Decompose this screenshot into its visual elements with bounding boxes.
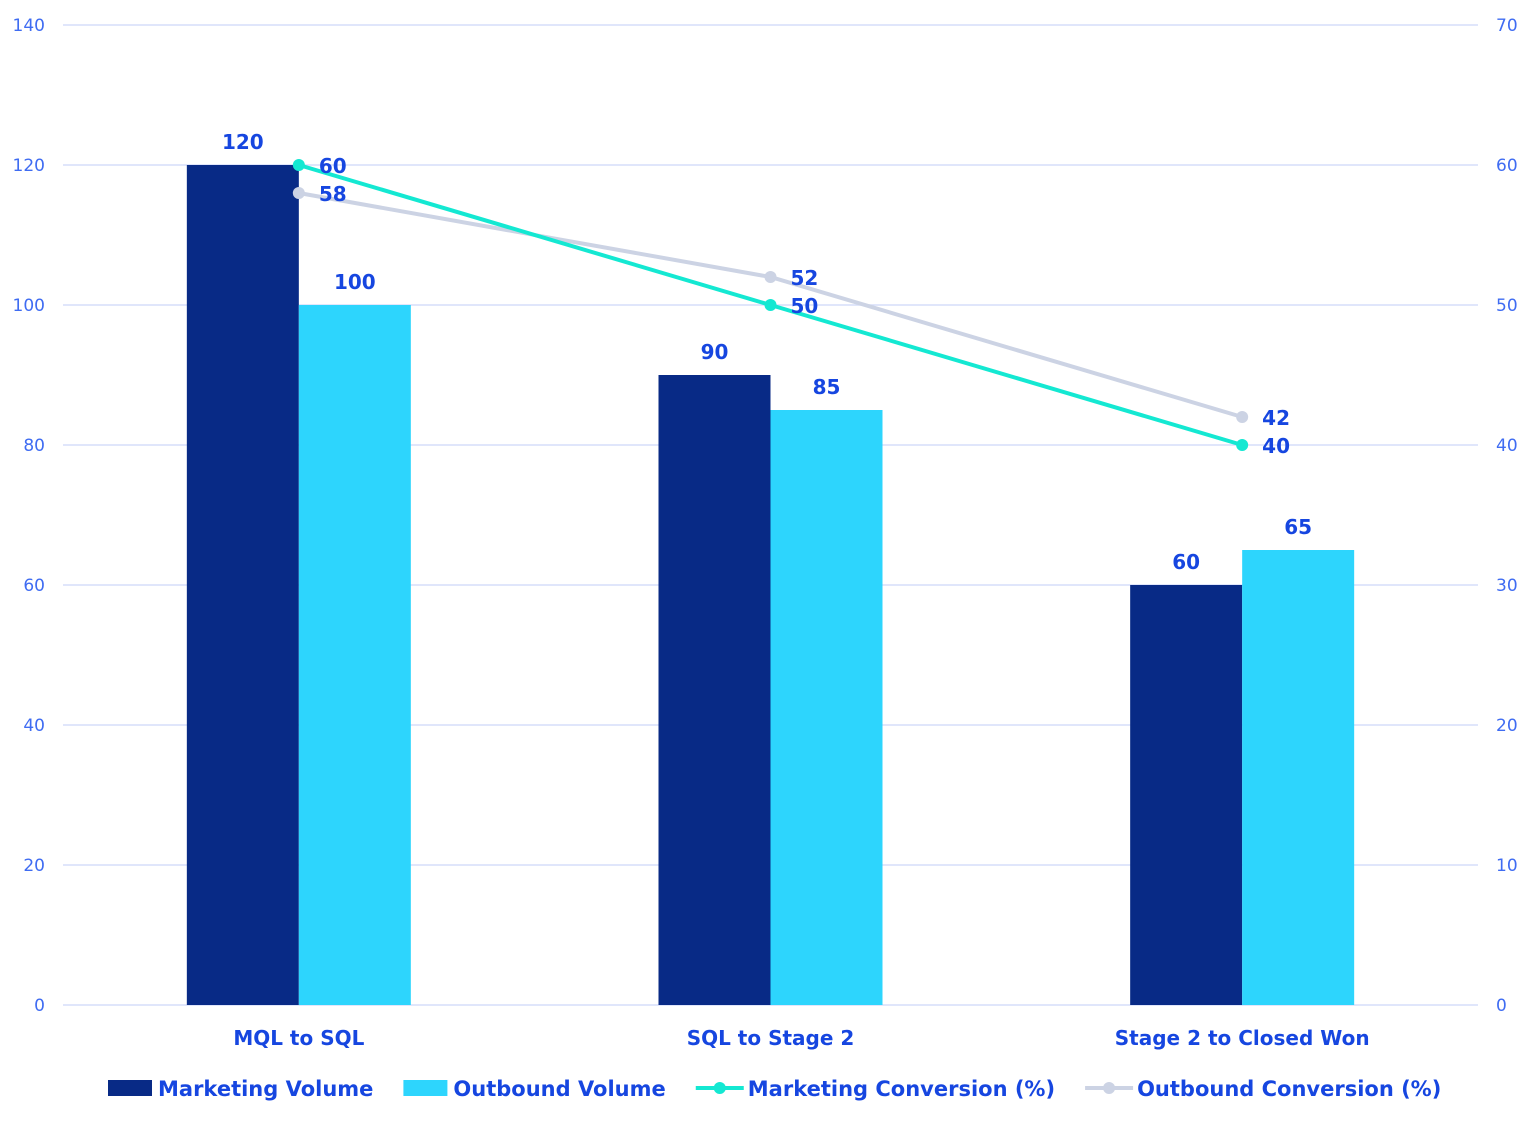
line-data-label: 60 [319,154,347,178]
legend-label: Outbound Volume [453,1077,665,1101]
x-tick-label: MQL to SQL [233,1026,364,1050]
bar [1130,585,1243,1005]
bar [1242,550,1355,1005]
y2-tick-label: 30 [1496,576,1518,596]
y-tick-label: 40 [23,716,45,736]
y2-tick-label: 0 [1496,996,1507,1016]
line-point [764,299,777,311]
legend-label: Marketing Volume [158,1077,373,1101]
bar-data-label: 60 [1172,550,1200,574]
line-point [292,159,305,171]
legend-marker [713,1082,726,1094]
legend-marker [1103,1082,1116,1094]
bar-data-label: 85 [813,375,841,399]
bar-data-label: 120 [222,130,264,154]
line-data-label: 58 [319,182,347,206]
y-tick-label: 80 [23,436,45,456]
y2-tick-label: 70 [1496,16,1518,36]
y-tick-label: 0 [34,996,45,1016]
bar-data-label: 90 [701,340,729,364]
line-point [764,271,777,283]
line-data-label: 40 [1262,434,1290,458]
x-tick-label: SQL to Stage 2 [687,1026,855,1050]
y-tick-label: 140 [13,16,45,36]
x-tick-label: Stage 2 to Closed Won [1115,1026,1370,1050]
legend-swatch [403,1080,448,1096]
y-tick-label: 20 [23,856,45,876]
bar [186,165,299,1005]
line-data-label: 42 [1262,406,1290,430]
y-tick-label: 120 [13,156,45,176]
y-tick-label: 60 [23,576,45,596]
line-data-label: 52 [791,266,819,290]
bar-data-label: 100 [334,270,376,294]
bar-data-label: 65 [1284,515,1312,539]
line-point [1236,439,1249,451]
line-point [292,187,305,199]
y2-tick-label: 60 [1496,156,1518,176]
bar [658,375,771,1005]
legend-swatch [108,1080,152,1096]
bar [298,305,411,1005]
line-point [1236,411,1249,423]
y-tick-label: 100 [13,296,45,316]
bar [770,410,883,1005]
y2-tick-label: 50 [1496,296,1518,316]
y2-tick-label: 40 [1496,436,1518,456]
legend-label: Outbound Conversion (%) [1137,1077,1441,1101]
legend-label: Marketing Conversion (%) [748,1077,1055,1101]
y2-tick-label: 20 [1496,716,1518,736]
y2-tick-label: 10 [1496,856,1518,876]
line-data-label: 50 [791,294,819,318]
